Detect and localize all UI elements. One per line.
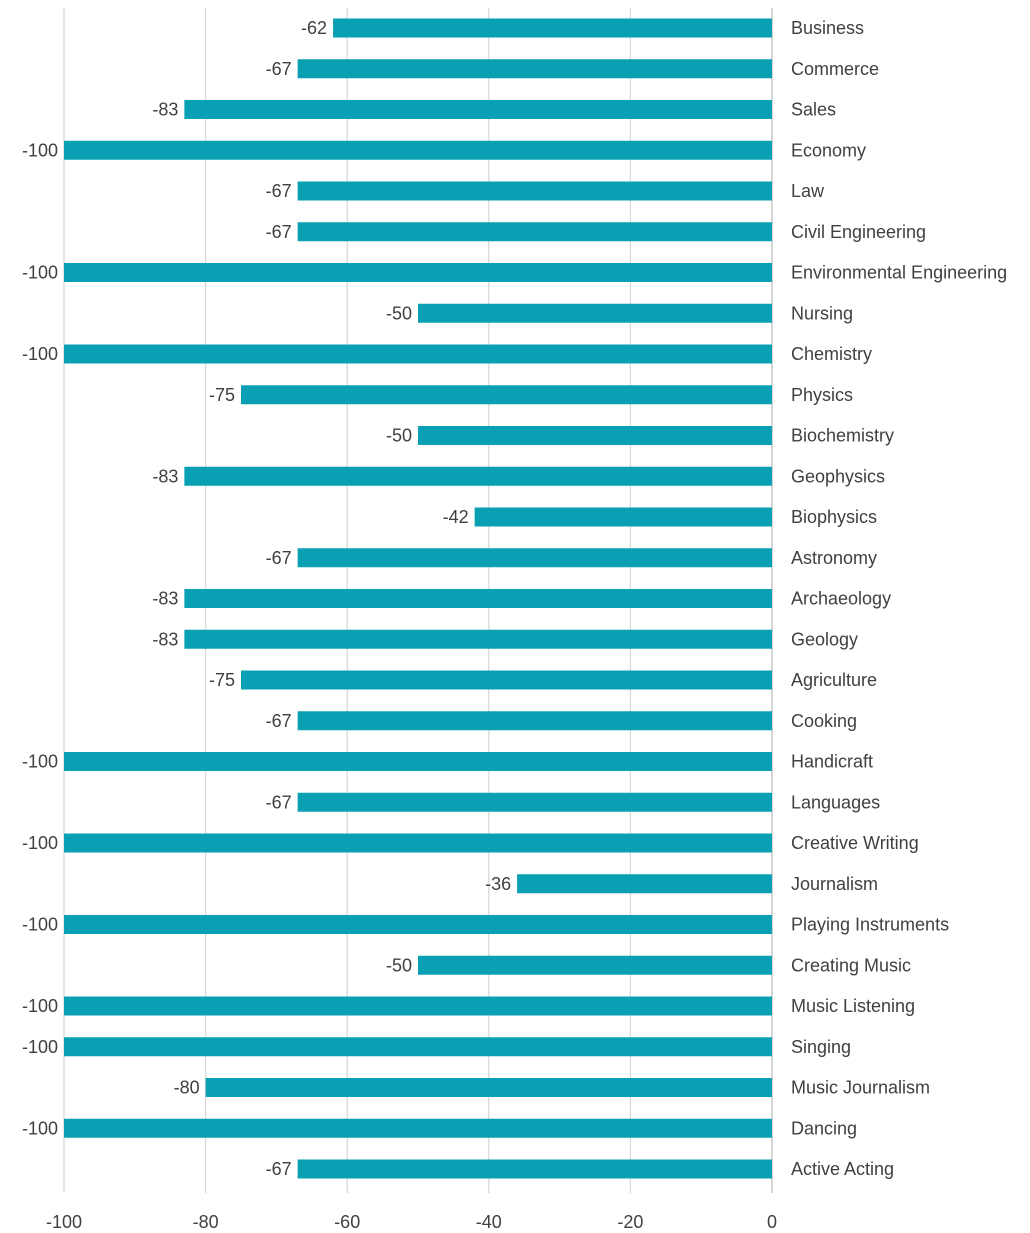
category-label: Active Acting [791, 1159, 894, 1179]
bar [64, 140, 772, 160]
bar [64, 344, 772, 364]
bar [418, 955, 772, 975]
bar [297, 222, 772, 242]
bar [333, 18, 772, 38]
category-label: Creative Writing [791, 833, 919, 853]
bar [241, 670, 772, 690]
data-label: -67 [266, 222, 292, 242]
category-label: Sales [791, 100, 836, 120]
bar [64, 263, 772, 282]
x-tick-label: -40 [476, 1212, 502, 1232]
bar [64, 1037, 772, 1057]
data-label: -100 [22, 752, 58, 772]
category-label: Music Journalism [791, 1078, 930, 1098]
data-label: -67 [266, 181, 292, 201]
data-label: -83 [152, 629, 178, 649]
category-label: Commerce [791, 59, 879, 79]
category-label: Civil Engineering [791, 222, 926, 242]
x-tick-label: -100 [46, 1212, 82, 1232]
data-label: -67 [266, 792, 292, 812]
data-label: -67 [266, 1159, 292, 1179]
x-tick-label: -80 [193, 1212, 219, 1232]
data-label: -50 [386, 426, 412, 446]
x-tick-label: -20 [617, 1212, 643, 1232]
data-label: -50 [386, 955, 412, 975]
category-label: Chemistry [791, 344, 872, 364]
category-label: Geophysics [791, 466, 885, 486]
category-label: Law [791, 181, 825, 201]
bar [297, 792, 772, 812]
category-label: Singing [791, 1037, 851, 1057]
bar [517, 874, 772, 894]
bar [64, 752, 772, 771]
category-label: Creating Music [791, 955, 911, 975]
data-label: -83 [152, 466, 178, 486]
data-label: -75 [209, 670, 235, 690]
data-label: -100 [22, 1037, 58, 1057]
data-label: -100 [22, 833, 58, 853]
data-label: -50 [386, 303, 412, 323]
data-label: -67 [266, 548, 292, 568]
data-label: -75 [209, 385, 235, 405]
data-labels: -62 -67 -83 -100 -67 -67 -100 -50 -100 -75 -50 -83 -… [22, 18, 511, 1179]
bar [64, 996, 772, 1016]
category-label: Business [791, 18, 864, 38]
x-axis-tick-labels: -100 -80 -60 -40 -20 0 [46, 1212, 777, 1232]
bar [297, 59, 772, 79]
bar [64, 833, 772, 853]
category-label: Astronomy [791, 548, 877, 568]
data-label: -83 [152, 100, 178, 120]
category-label: Handicraft [791, 752, 873, 772]
x-tick-label: -60 [334, 1212, 360, 1232]
data-label: -62 [301, 18, 327, 38]
category-label: Biophysics [791, 507, 877, 527]
category-label: Agriculture [791, 670, 877, 690]
data-label: -100 [22, 1118, 58, 1138]
category-label: Music Listening [791, 996, 915, 1016]
data-label: -67 [266, 59, 292, 79]
bar [184, 629, 773, 649]
category-label: Journalism [791, 874, 878, 894]
bar [297, 181, 772, 201]
bar [64, 915, 772, 934]
category-label: Dancing [791, 1118, 857, 1138]
data-label: -100 [22, 263, 58, 283]
x-tick-label: 0 [767, 1212, 777, 1232]
data-label: -83 [152, 589, 178, 609]
bar [297, 548, 772, 568]
category-label: Nursing [791, 303, 853, 323]
category-label: Geology [791, 629, 858, 649]
data-label: -36 [485, 874, 511, 894]
bar [297, 711, 772, 731]
category-label: Economy [791, 140, 866, 160]
bar [297, 1159, 772, 1179]
data-label: -100 [22, 344, 58, 364]
bar [184, 589, 773, 608]
data-label: -100 [22, 996, 58, 1016]
data-label: -100 [22, 140, 58, 160]
bar [184, 100, 773, 119]
category-label: Languages [791, 792, 880, 812]
bar [184, 466, 773, 486]
bar [418, 303, 772, 323]
data-label: -42 [443, 507, 469, 527]
category-labels: Business Commerce Sales Economy Law Civil Eng… [791, 18, 1007, 1179]
bar [474, 507, 772, 527]
bar [64, 1118, 772, 1138]
bar [205, 1078, 773, 1097]
category-label: Physics [791, 385, 853, 405]
category-label: Environmental Engineering [791, 263, 1007, 283]
category-label: Playing Instruments [791, 915, 949, 935]
category-label: Cooking [791, 711, 857, 731]
data-label: -80 [174, 1078, 200, 1098]
category-label: Archaeology [791, 589, 891, 609]
bar [418, 426, 772, 445]
bar [241, 385, 772, 405]
bars [64, 18, 773, 1179]
data-label: -100 [22, 915, 58, 935]
category-label: Biochemistry [791, 426, 894, 446]
data-label: -67 [266, 711, 292, 731]
